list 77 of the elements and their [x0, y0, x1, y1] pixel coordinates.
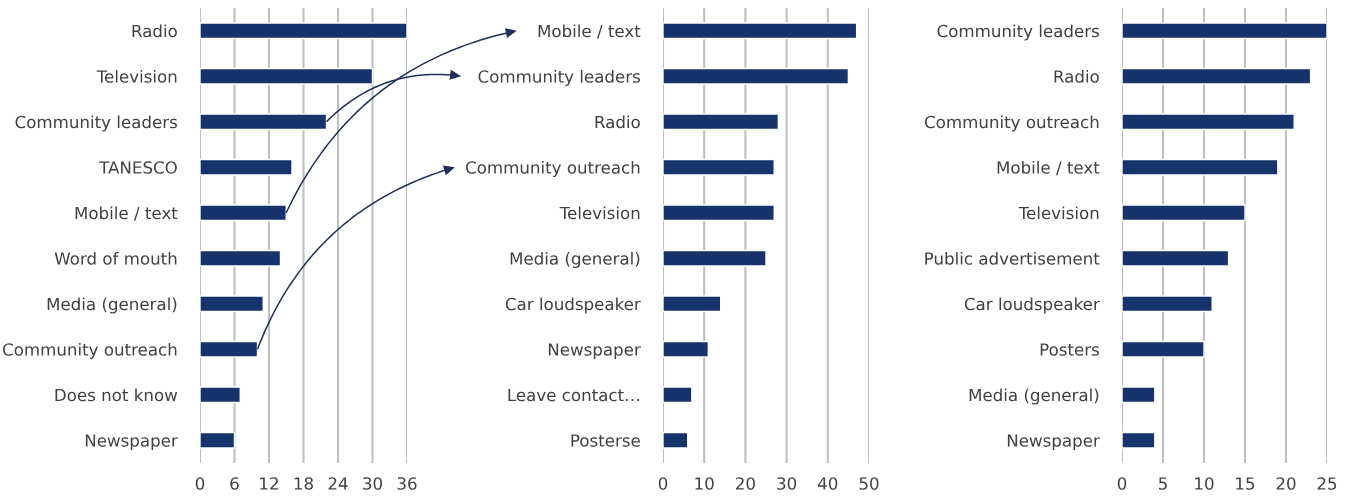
y-tick-label: Media (general) — [510, 251, 640, 269]
x-tick-label: 25 — [1317, 477, 1337, 490]
x-tick-label: 10 — [695, 477, 714, 490]
bar — [200, 22, 407, 40]
bar — [200, 204, 287, 222]
x-tick-label: 20 — [736, 477, 755, 490]
y-tick-label: Mobile / text — [997, 160, 1100, 176]
x-tick-label: 10 — [1195, 477, 1214, 490]
x-tick-label: 15 — [1236, 477, 1255, 490]
y-tick-label: Radio — [132, 24, 177, 38]
bar — [1122, 431, 1156, 449]
x-tick-label: 6 — [230, 477, 239, 490]
y-tick-label: Community outreach — [2, 342, 177, 360]
bar — [200, 249, 282, 267]
y-tick-label: Radio — [1054, 69, 1099, 83]
y-tick-label: Television — [559, 206, 640, 220]
x-tick-label: 0 — [1117, 477, 1127, 490]
y-tick-label: Community leaders — [15, 115, 177, 132]
bar — [1122, 204, 1246, 222]
y-tick-label: Leave contact… — [508, 388, 639, 402]
bar — [663, 431, 689, 449]
y-tick-label: Car loudspeaker — [964, 297, 1100, 314]
x-tick-label: 24 — [328, 477, 348, 490]
bar — [1122, 386, 1156, 404]
y-tick-label: Posterse — [571, 434, 640, 447]
x-tick-label: 36 — [397, 477, 417, 490]
y-tick-label: Media (general) — [47, 297, 177, 314]
bar — [200, 431, 236, 449]
y-tick-label: Public advertisement — [925, 251, 1100, 265]
x-tick-label: 50 — [859, 477, 879, 490]
bar — [200, 158, 293, 176]
bar — [200, 386, 241, 404]
x-tick-label: 0 — [195, 477, 205, 490]
x-tick-label: 40 — [818, 477, 838, 490]
bar — [1122, 22, 1327, 40]
y-tick-label: Community outreach — [465, 160, 640, 178]
bar — [663, 295, 722, 313]
y-tick-label: Mobile / text — [75, 206, 178, 221]
x-tick-label: 30 — [777, 477, 797, 490]
y-tick-label: Newspaper — [1007, 434, 1100, 451]
bar — [663, 67, 850, 85]
y-tick-label: Mobile / text — [538, 24, 641, 39]
y-tick-label: Television — [1018, 206, 1099, 220]
bar — [663, 22, 858, 40]
y-tick-label: Media (general) — [969, 388, 1099, 405]
y-tick-label: Television — [96, 69, 177, 83]
y-tick-label: Posters — [1040, 343, 1099, 356]
bar — [663, 340, 710, 358]
x-tick-label: 20 — [1276, 477, 1296, 490]
y-tick-label: Radio — [595, 115, 640, 129]
y-tick-label: Does not know — [55, 388, 178, 402]
x-tick-label: 5 — [1158, 477, 1167, 490]
y-tick-label: Community outreach — [924, 115, 1099, 132]
bar — [663, 249, 767, 267]
bar — [663, 158, 775, 176]
bar — [1122, 113, 1295, 131]
x-tick-label: 12 — [260, 477, 278, 490]
bar — [1122, 340, 1205, 358]
x-tick-label: 0 — [658, 477, 668, 490]
x-tick-label: 30 — [363, 477, 382, 490]
bar — [663, 386, 693, 404]
bar — [1122, 67, 1312, 85]
bar — [1122, 249, 1230, 267]
y-tick-label: Car loudspeaker — [505, 297, 641, 314]
y-tick-label: Word of mouth — [54, 251, 177, 265]
bar — [663, 204, 775, 222]
x-tick-label: 18 — [294, 477, 313, 490]
bar — [200, 295, 264, 313]
y-tick-label: Newspaper — [85, 434, 178, 451]
bar — [663, 113, 780, 131]
bar — [1122, 158, 1279, 176]
y-tick-label: Newspaper — [548, 343, 641, 360]
bar — [1122, 295, 1213, 313]
bar — [200, 340, 259, 358]
y-tick-label: TANESCO — [99, 161, 177, 174]
y-tick-label: Community leaders — [478, 69, 640, 87]
y-tick-label: Community leaders — [937, 24, 1099, 41]
